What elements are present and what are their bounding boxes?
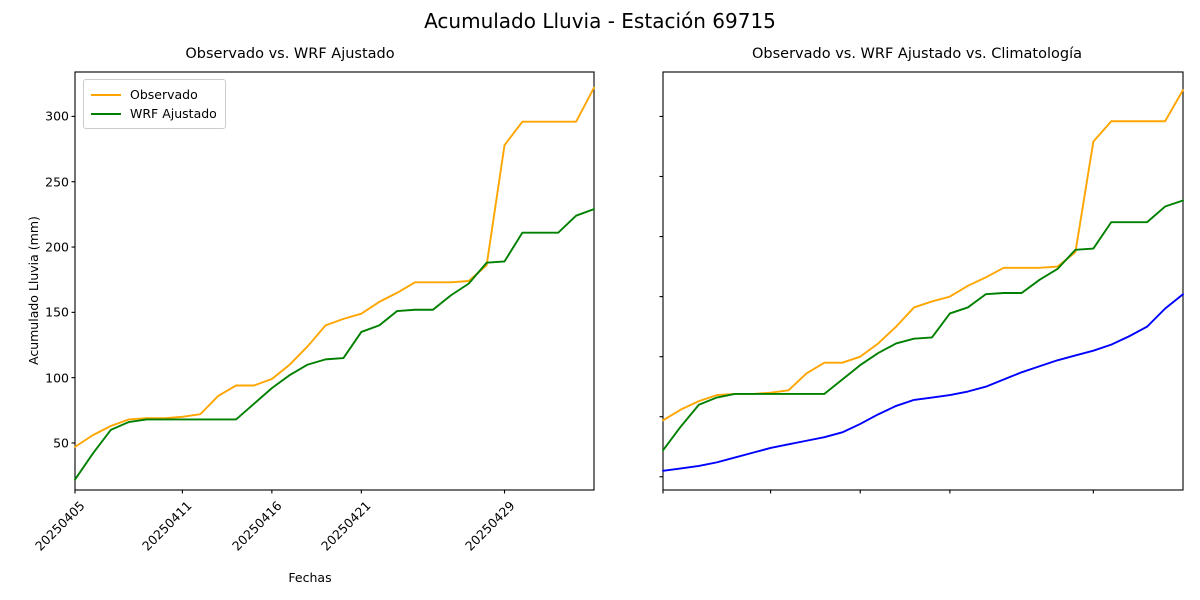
chart-panel-right: Observado vs. WRF Ajustado vs. Climatolo… [600, 0, 1200, 600]
legend-left[interactable]: Observado WRF Ajustado [83, 79, 226, 129]
legend-color-swatch-icon [91, 112, 121, 115]
legend-label: Observado [130, 87, 198, 102]
y-tick-label: 100 [45, 370, 69, 386]
plot-area-left [71, 71, 595, 494]
subplot-title-right: Observado vs. WRF Ajustado vs. Climatolo… [752, 46, 1082, 62]
legend-entry[interactable]: Observado [91, 85, 217, 104]
legend-color-swatch-icon [91, 93, 121, 96]
x-axis-label-left: Fechas [288, 570, 332, 585]
figure-suptitle: Acumulado Lluvia - Estación 69715 [424, 9, 776, 33]
series-line [74, 208, 595, 481]
legend-label: WRF Ajustado [130, 106, 217, 121]
series-line [662, 89, 1184, 422]
series-line [662, 199, 1184, 452]
chart-panel-left: Observado vs. WRF Ajustado Acumulado Llu… [26, 46, 595, 585]
subplot-title-left: Observado vs. WRF Ajustado [185, 46, 395, 62]
plot-area-right [659, 71, 1184, 494]
y-tick-label: 50 [53, 435, 69, 451]
y-tick-label: 250 [45, 174, 69, 190]
y-tick-label: 300 [45, 108, 69, 124]
axes-frame [662, 71, 1184, 491]
legend-entry[interactable]: WRF Ajustado [91, 104, 217, 123]
axes-frame [74, 71, 595, 491]
y-tick-label: 150 [45, 304, 69, 320]
series-line [74, 86, 595, 448]
series-line [662, 293, 1184, 472]
y-tick-label: 200 [45, 239, 69, 255]
